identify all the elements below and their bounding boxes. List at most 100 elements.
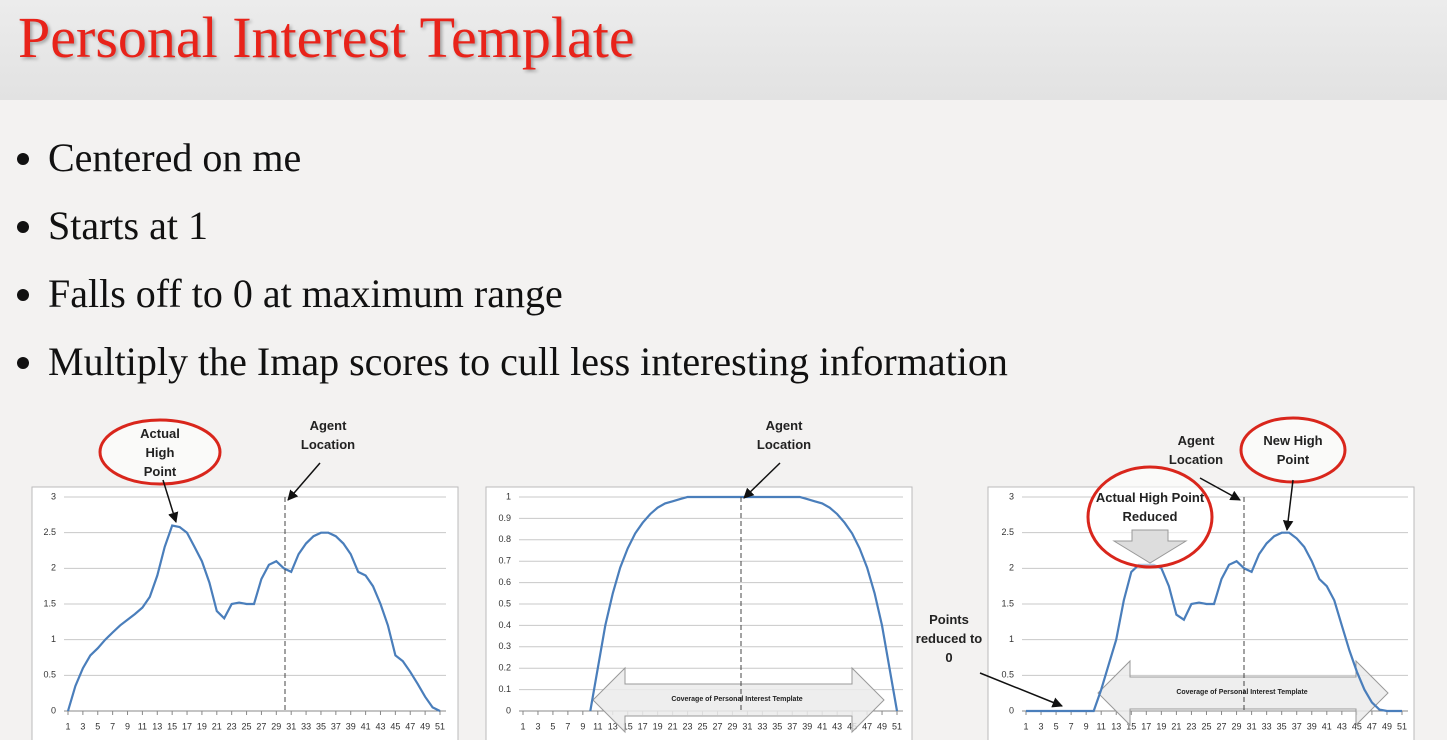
x-tick-label: 3 [80,721,85,731]
y-tick-label: 0.7 [498,556,511,566]
x-tick-label: 3 [1039,721,1044,731]
x-tick-label: 9 [125,721,130,731]
x-tick-label: 21 [1171,721,1181,731]
x-tick-label: 43 [375,721,385,731]
x-tick-label: 7 [110,721,115,731]
x-tick-label: 7 [1069,721,1074,731]
x-tick-label: 21 [668,721,678,731]
x-tick-label: 49 [1382,721,1392,731]
y-tick-label: 0.5 [498,598,511,608]
y-tick-label: 0.9 [498,513,511,523]
annotation: New High Point [1263,433,1323,467]
x-tick-label: 7 [565,721,570,731]
coverage-arrow [592,666,885,734]
x-tick-label: 5 [550,721,555,731]
bullet-list: Centered on me Starts at 1 Falls off to … [18,130,1008,402]
x-tick-label: 47 [862,721,872,731]
x-tick-label: 31 [742,721,752,731]
pointer-arrow [1199,477,1241,501]
bullet: Multiply the Imap scores to cull less in… [48,334,1008,402]
x-tick-label: 17 [182,721,192,731]
x-tick-label: 47 [1367,721,1377,731]
x-tick-label: 41 [361,721,371,731]
y-tick-label: 1 [506,491,511,501]
x-tick-label: 33 [301,721,311,731]
x-tick-label: 23 [683,721,693,731]
y-tick-label: 2.5 [1001,527,1014,537]
annotation: Points reduced to 0 [915,611,983,665]
data-line [1026,531,1402,713]
x-tick-label: 47 [405,721,415,731]
x-tick-label: 39 [346,721,356,731]
x-tick-label: 49 [877,721,887,731]
x-tick-label: 15 [1126,721,1136,731]
y-tick-label: 1 [1009,634,1014,644]
x-tick-label: 19 [653,721,663,731]
x-tick-label: 1 [520,721,525,731]
x-tick-label: 51 [435,721,445,731]
y-tick-label: 0.3 [498,641,511,651]
x-tick-label: 41 [817,721,827,731]
bullet: Falls off to 0 at maximum range [48,266,1008,334]
x-tick-label: 13 [152,721,162,731]
x-tick-label: 27 [712,721,722,731]
x-tick-label: 25 [698,721,708,731]
bullet: Centered on me [48,130,1008,198]
x-tick-label: 9 [1084,721,1089,731]
x-tick-label: 5 [1054,721,1059,731]
x-tick-label: 35 [316,721,326,731]
x-tick-label: 15 [167,721,177,731]
x-tick-label: 37 [1292,721,1302,731]
x-tick-label: 49 [420,721,430,731]
x-tick-label: 19 [197,721,207,731]
x-tick-label: 31 [1247,721,1257,731]
x-tick-label: 33 [1262,721,1272,731]
x-tick-label: 1 [1023,721,1028,731]
y-tick-label: 0 [1009,705,1014,715]
x-tick-label: 37 [331,721,341,731]
y-tick-label: 2 [1009,563,1014,573]
pointer-arrow [287,462,321,501]
annotation: Actual High Point Reduced [1095,490,1205,524]
data-line [66,524,441,712]
bullet: Starts at 1 [48,198,1008,266]
x-tick-label: 33 [757,721,767,731]
y-tick-label: 0.2 [498,663,511,673]
x-tick-label: 5 [95,721,100,731]
x-tick-label: 1 [65,721,70,731]
pointer-arrow [743,462,781,499]
x-tick-label: 29 [727,721,737,731]
y-tick-label: 1.5 [43,598,56,608]
title-band [0,0,1447,100]
x-tick-label: 23 [227,721,237,731]
y-tick-label: 2 [51,563,56,573]
y-tick-label: 0.4 [498,620,511,630]
x-tick-label: 37 [787,721,797,731]
x-tick-label: 13 [1111,721,1121,731]
pointer-arrow [162,479,179,524]
x-tick-label: 35 [1277,721,1287,731]
pointer-arrow [1282,479,1294,532]
y-tick-label: 1.5 [1001,598,1014,608]
x-tick-label: 23 [1186,721,1196,731]
x-tick-label: 3 [535,721,540,731]
x-tick-label: 39 [1307,721,1317,731]
x-tick-label: 27 [256,721,266,731]
annotation: Coverage of Personal Interest Template [671,696,803,703]
chart-frame [31,486,459,740]
x-tick-label: 11 [593,721,602,731]
y-tick-label: 0.5 [1001,670,1014,680]
highlight-ellipse [98,418,222,486]
annotation: Agent Location [756,418,812,452]
coverage-arrow [1097,659,1389,727]
x-tick-label: 9 [580,721,585,731]
y-tick-label: 0 [506,705,511,715]
x-tick-label: 25 [242,721,252,731]
y-tick-label: 0 [51,705,56,715]
x-tick-label: 43 [1337,721,1347,731]
y-tick-label: 0.5 [43,670,56,680]
annotation: Coverage of Personal Interest Template [1176,689,1308,696]
slide-title: Personal Interest Template [18,5,635,70]
